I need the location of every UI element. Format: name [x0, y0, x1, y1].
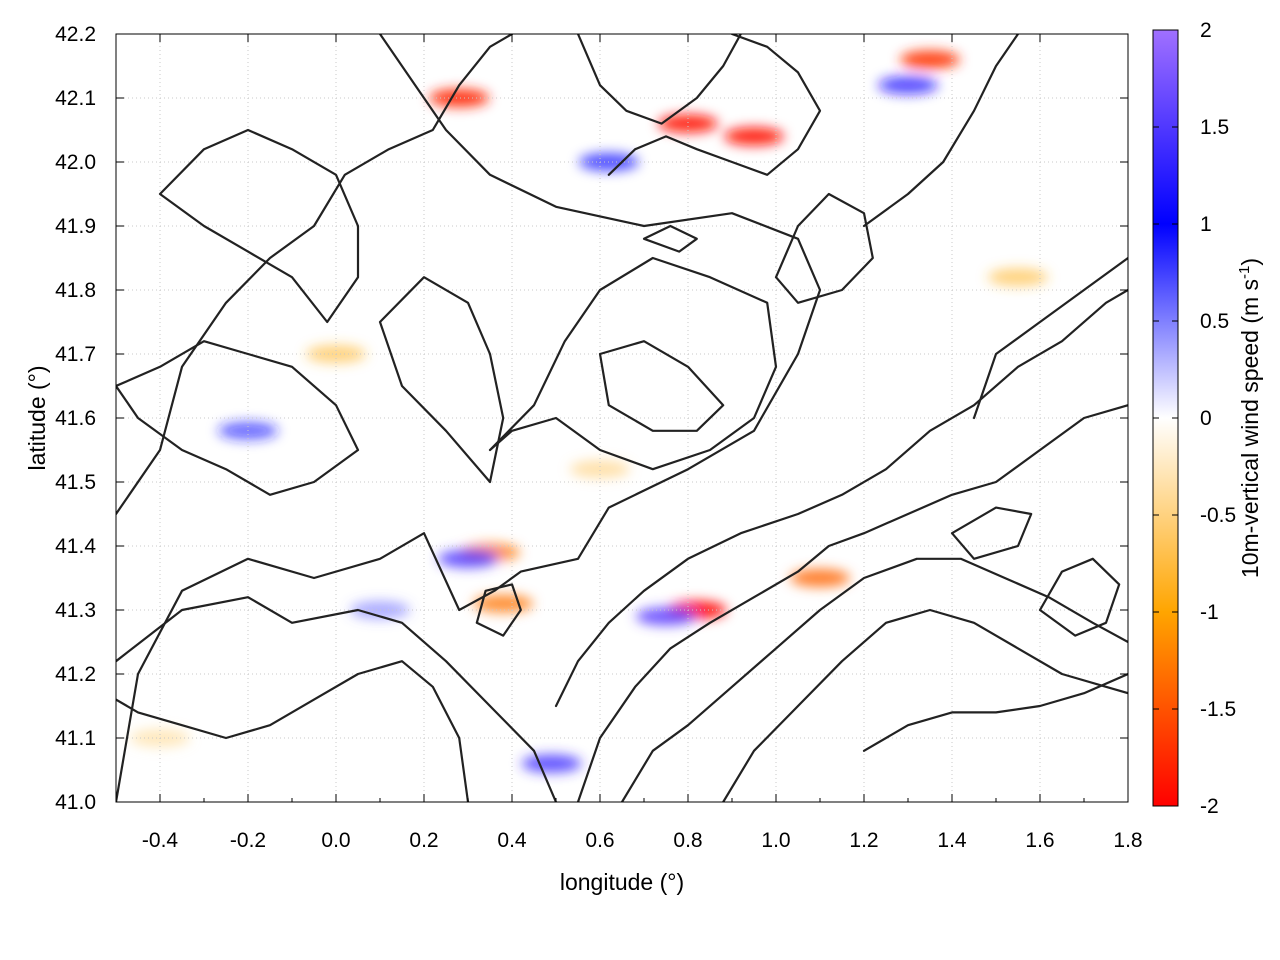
contour-line: [598, 340, 725, 432]
x-tick-label: 0.4: [497, 829, 527, 852]
y-axis-title: latitude (°): [24, 365, 50, 470]
contour-line: [950, 506, 1033, 560]
contour-line: [475, 583, 522, 637]
colorbar-tick-label: -1.5: [1200, 698, 1236, 721]
x-axis-title: longitude (°): [560, 869, 684, 895]
contour-line: [642, 224, 698, 253]
contour-line: [116, 340, 360, 496]
colorbar-title-exponent: -1: [1236, 266, 1253, 279]
y-tick-label: 42.0: [55, 151, 96, 174]
colorbar-tick-label: -0.5: [1200, 504, 1236, 527]
x-tick-label: -0.4: [142, 829, 179, 852]
colorbar-tick-label: 0: [1200, 407, 1212, 430]
colorbar-tick-label: 1: [1200, 213, 1212, 236]
colorbar-title: 10m-vertical wind speed (m s-1): [1236, 258, 1263, 578]
colorbar-title-base: 10m-vertical wind speed (m s: [1237, 279, 1263, 578]
contour-line: [862, 34, 1020, 228]
heatmap-hotspot: [429, 89, 490, 107]
y-tick-label: 41.7: [55, 343, 96, 366]
x-tick-label: 1.8: [1113, 829, 1142, 852]
colorbar-title-end: ): [1237, 258, 1263, 266]
x-tick-label: 1.2: [849, 829, 878, 852]
contour-line: [116, 34, 514, 516]
y-tick-label: 41.6: [55, 407, 96, 430]
contour-lines: [116, 34, 1128, 802]
colorbar-tick-label: -2: [1200, 795, 1219, 818]
gridlines: [116, 34, 1128, 802]
contour-line: [116, 34, 822, 802]
contour-line: [116, 660, 470, 802]
contour-line: [620, 557, 1128, 802]
y-tick-label: 42.1: [55, 87, 96, 110]
x-tick-label: 0.6: [585, 829, 614, 852]
contour-line: [607, 34, 822, 176]
y-tick-label: 41.3: [55, 599, 96, 622]
contour-line: [774, 192, 874, 304]
x-tick-label: 0.2: [409, 829, 438, 852]
heatmap-hotspot: [724, 127, 784, 146]
colorbar-tick-label: 0.5: [1200, 310, 1229, 333]
contour-line: [378, 276, 505, 484]
y-tick-label: 41.4: [55, 535, 96, 558]
x-tick-label: 1.0: [761, 829, 790, 852]
heatmap-hotspot: [878, 76, 938, 95]
heatmap-hotspot: [636, 607, 696, 626]
y-tick-label: 41.1: [55, 727, 96, 750]
contour-line: [576, 404, 1128, 802]
contour-line: [972, 256, 1128, 420]
contour-line: [158, 128, 360, 324]
contour-line: [116, 596, 558, 802]
y-tick-label: 41.9: [55, 215, 96, 238]
contour-line: [554, 288, 1128, 708]
y-axis: 41.0 41.1 41.2 41.3 41.4 41.5 41.6 41.7 41.8 41.9…: [55, 23, 1128, 814]
y-tick-label: 42.2: [55, 23, 96, 46]
heatmap-hotspot: [521, 754, 582, 773]
heatmap-hotspot: [900, 50, 960, 69]
x-tick-label: 0.0: [321, 829, 350, 852]
y-tick-label: 41.8: [55, 279, 96, 302]
colorbar-tick-label: 2: [1200, 19, 1212, 42]
contour-line: [576, 34, 742, 125]
x-tick-label: 0.8: [673, 829, 702, 852]
contour-line: [488, 256, 778, 471]
colorbar-tick-label: 1.5: [1200, 116, 1229, 139]
y-tick-label: 41.0: [55, 791, 96, 814]
y-tick-label: 41.5: [55, 471, 96, 494]
contour-line: [1038, 557, 1121, 637]
heatmap-hotspot: [438, 549, 498, 568]
x-tick-label: 1.6: [1025, 829, 1054, 852]
contour-line: [722, 608, 1128, 802]
heatmap-hotspot: [570, 460, 630, 479]
contour-line: [862, 672, 1128, 752]
x-tick-label: 1.4: [937, 829, 967, 852]
x-axis: -0.4 -0.2 0.0 0.2 0.4 0.6 0.8 1.0 1.2 1.4 1.6 1.8: [115, 34, 1143, 852]
y-tick-label: 41.2: [55, 663, 96, 686]
heatmap-hotspot: [988, 268, 1048, 287]
colorbar-tick-label: -1: [1200, 601, 1219, 624]
x-tick-label: -0.2: [230, 829, 266, 852]
heatmap-hotspot: [790, 569, 850, 587]
colorbar-axis: 2 1.5 1 0.5 0 -0.5 -1 -1.5 -2: [1153, 19, 1236, 818]
heatmap-hotspot: [658, 114, 718, 133]
